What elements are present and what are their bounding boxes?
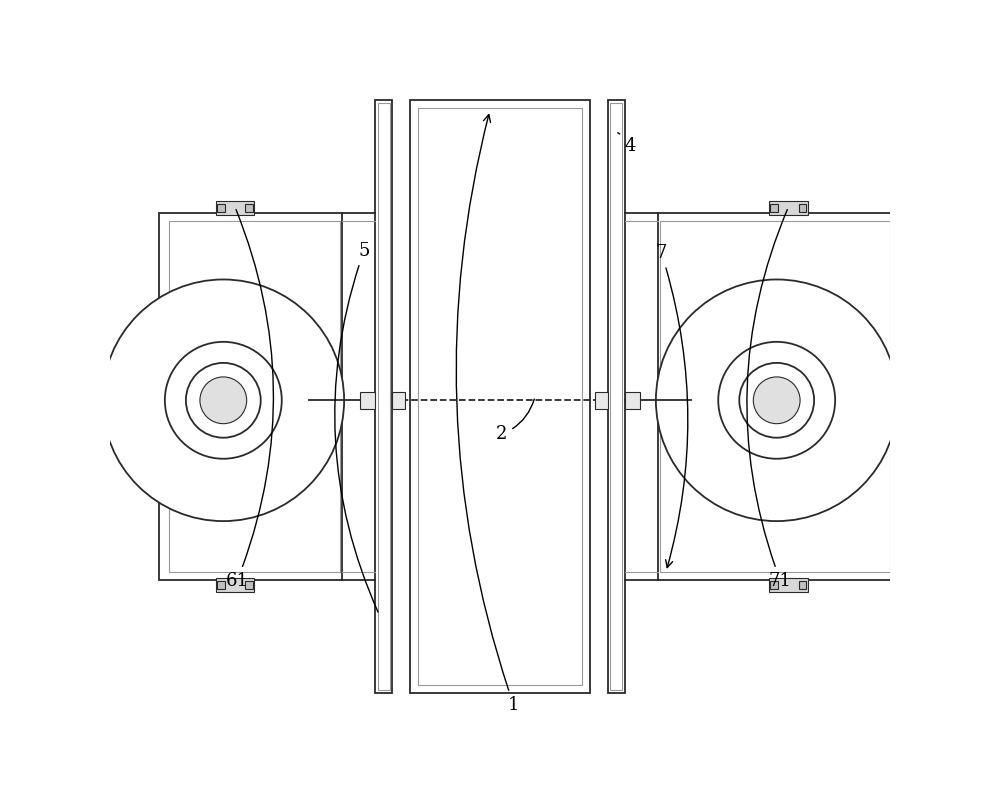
Circle shape	[200, 377, 247, 424]
Bar	[770, 581, 778, 589]
Bar	[245, 581, 253, 589]
Text: 71: 71	[747, 210, 792, 590]
Bar	[159, 214, 342, 579]
Circle shape	[656, 279, 898, 521]
Bar	[799, 581, 806, 589]
Text: 1: 1	[456, 115, 519, 714]
Bar	[769, 578, 808, 592]
Text: 5: 5	[335, 242, 378, 612]
Bar	[610, 103, 622, 690]
Bar	[418, 108, 582, 685]
Circle shape	[102, 279, 344, 521]
Text: 7: 7	[656, 244, 688, 568]
Bar	[217, 581, 225, 589]
Bar	[378, 103, 390, 690]
Bar	[769, 201, 808, 215]
Bar	[625, 392, 640, 409]
Bar	[245, 204, 253, 212]
Bar	[410, 100, 590, 692]
Text: 6: 6	[0, 784, 1, 785]
Bar	[595, 392, 608, 409]
Bar	[660, 221, 890, 571]
Circle shape	[753, 377, 800, 424]
Bar	[360, 392, 375, 409]
Bar	[375, 100, 392, 692]
Bar	[770, 204, 778, 212]
Bar	[217, 204, 225, 212]
Bar	[216, 201, 254, 215]
Text: 61: 61	[226, 210, 273, 590]
Bar	[799, 204, 806, 212]
Bar	[658, 214, 899, 579]
Text: 2: 2	[496, 399, 534, 444]
Bar	[392, 392, 405, 409]
Bar	[216, 578, 254, 592]
Bar	[608, 100, 625, 692]
Bar	[169, 221, 340, 571]
Text: 4: 4	[618, 133, 636, 155]
